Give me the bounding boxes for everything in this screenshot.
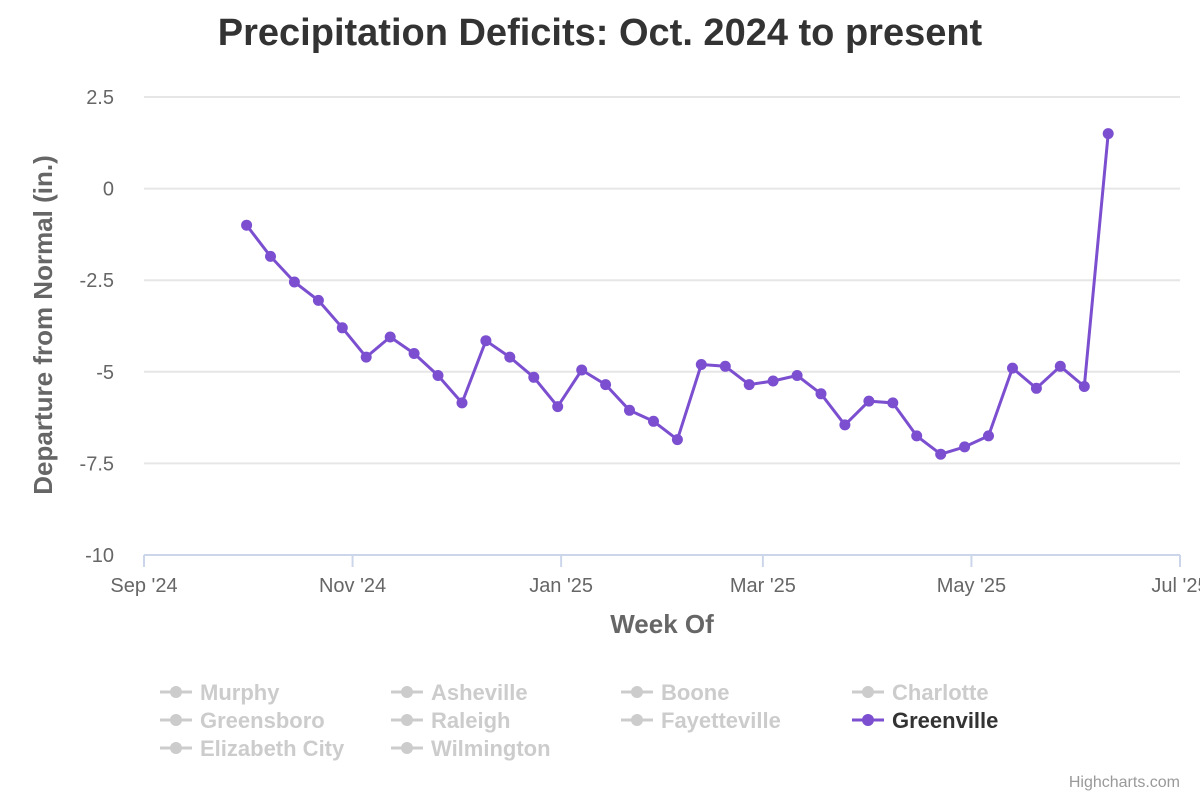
data-point[interactable] <box>1102 128 1114 140</box>
data-point[interactable] <box>600 379 612 391</box>
legend-marker-icon <box>401 714 413 726</box>
data-point[interactable] <box>791 370 803 381</box>
legend-label[interactable]: Charlotte <box>892 680 989 705</box>
legend-marker-icon <box>170 686 182 698</box>
x-tick-label: Jan '25 <box>529 575 593 597</box>
legend-marker-icon <box>631 714 643 726</box>
legend-item-greenville[interactable]: Greenville <box>852 708 998 733</box>
legend-item-raleigh[interactable]: Raleigh <box>391 708 510 733</box>
legend-item-fayetteville[interactable]: Fayetteville <box>621 708 781 733</box>
data-point[interactable] <box>911 430 923 442</box>
y-tick-label: 2.5 <box>86 87 114 109</box>
chart-title: Precipitation Deficits: Oct. 2024 to pre… <box>217 12 983 54</box>
data-point[interactable] <box>1078 381 1090 392</box>
data-point[interactable] <box>336 322 348 334</box>
legend-marker-icon <box>170 714 182 726</box>
legend: Murphy Asheville Boone Charlotte Greensboro R… <box>160 680 998 761</box>
data-point[interactable] <box>887 397 899 409</box>
data-point[interactable] <box>456 397 468 409</box>
data-point[interactable] <box>552 401 564 413</box>
series-line[interactable] <box>245 133 1110 456</box>
series-layer <box>241 128 1114 460</box>
data-point[interactable] <box>719 360 731 372</box>
legend-item-elizabeth-city[interactable]: Elizabeth City <box>160 736 345 761</box>
legend-label[interactable]: Wilmington <box>431 736 551 761</box>
y-tick-label: 0 <box>103 179 114 201</box>
data-point[interactable] <box>265 250 276 262</box>
data-point[interactable] <box>576 364 588 376</box>
legend-label[interactable]: Raleigh <box>431 708 510 733</box>
data-point[interactable] <box>671 434 683 446</box>
data-point[interactable] <box>743 379 755 391</box>
data-point[interactable] <box>1007 362 1018 374</box>
legend-label[interactable]: Greensboro <box>200 708 325 733</box>
series-greenville[interactable] <box>241 128 1114 460</box>
axes: 2.5 0 -2.5 -5 -7.5 -10 Sep '24 Nov '24 Jan '25 Ma… <box>80 87 1200 597</box>
data-point[interactable] <box>288 276 300 288</box>
data-point[interactable] <box>384 331 396 343</box>
data-point[interactable] <box>767 375 779 387</box>
legend-label[interactable]: Boone <box>661 680 729 705</box>
credits-link[interactable]: Highcharts.com <box>1068 774 1180 791</box>
y-tick-label: -10 <box>85 545 114 567</box>
data-point[interactable] <box>312 294 324 306</box>
legend-item-greensboro[interactable]: Greensboro <box>160 708 325 733</box>
x-tick-label: May '25 <box>937 575 1006 597</box>
legend-item-murphy[interactable]: Murphy <box>160 680 280 705</box>
grid-lines <box>144 96 1180 465</box>
data-point[interactable] <box>839 419 851 431</box>
data-point[interactable] <box>983 430 994 442</box>
legend-label[interactable]: Fayetteville <box>661 708 781 733</box>
x-tick-label: Nov '24 <box>319 575 386 597</box>
y-tick-label: -5 <box>96 362 114 384</box>
data-point[interactable] <box>1054 360 1066 372</box>
data-point[interactable] <box>959 441 971 453</box>
legend-marker-icon <box>170 742 182 754</box>
data-point[interactable] <box>504 351 516 363</box>
data-point[interactable] <box>432 370 444 381</box>
data-point[interactable] <box>624 404 635 416</box>
legend-item-wilmington[interactable]: Wilmington <box>391 736 551 761</box>
legend-item-charlotte[interactable]: Charlotte <box>852 680 989 705</box>
legend-label[interactable]: Murphy <box>200 680 280 705</box>
data-point[interactable] <box>648 415 659 427</box>
data-point[interactable] <box>360 351 372 363</box>
legend-item-asheville[interactable]: Asheville <box>391 680 528 705</box>
data-point[interactable] <box>528 371 540 383</box>
x-tick-label: Jul '25 <box>1151 575 1200 597</box>
legend-marker-icon <box>631 686 643 698</box>
data-point[interactable] <box>1030 382 1042 394</box>
data-point[interactable] <box>480 335 492 347</box>
y-tick-label: -7.5 <box>80 453 114 475</box>
legend-label[interactable]: Elizabeth City <box>200 736 345 761</box>
data-point[interactable] <box>241 219 253 231</box>
legend-marker-icon <box>401 686 413 698</box>
data-point[interactable] <box>408 348 420 359</box>
legend-marker-icon <box>862 714 874 726</box>
data-point[interactable] <box>695 359 707 370</box>
legend-marker-icon <box>862 686 874 698</box>
legend-item-boone[interactable]: Boone <box>621 680 729 705</box>
x-tick-label: Mar '25 <box>730 575 796 597</box>
legend-label[interactable]: Asheville <box>431 680 528 705</box>
data-point[interactable] <box>863 395 875 407</box>
x-axis-title: Week Of <box>610 609 714 639</box>
legend-label[interactable]: Greenville <box>892 708 998 733</box>
y-axis-title: Departure from Normal (in.) <box>28 155 58 495</box>
legend-marker-icon <box>401 742 413 754</box>
data-point[interactable] <box>935 448 947 460</box>
data-point[interactable] <box>815 388 827 400</box>
x-tick-label: Sep '24 <box>110 575 177 597</box>
y-tick-label: -2.5 <box>80 270 114 292</box>
